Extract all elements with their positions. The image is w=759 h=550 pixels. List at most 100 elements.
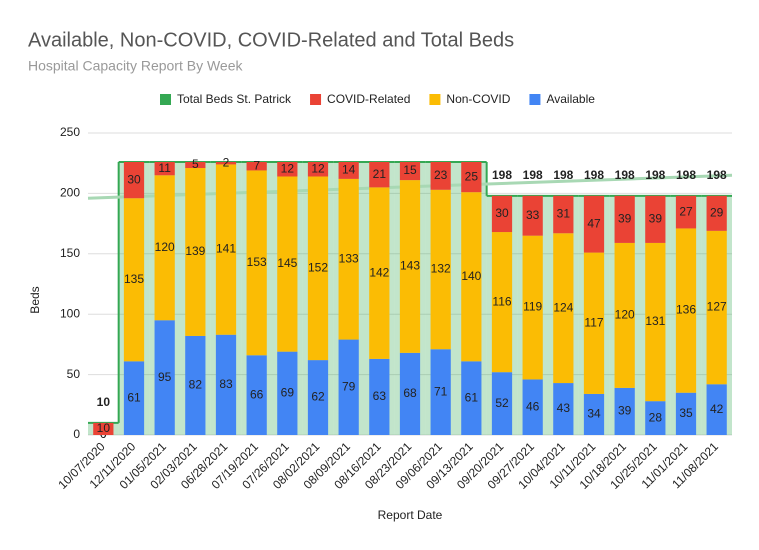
bar-segment xyxy=(369,187,390,359)
data-label: 83 xyxy=(219,377,233,391)
data-label: 15 xyxy=(403,163,417,177)
data-label: 79 xyxy=(342,379,356,393)
data-label: 63 xyxy=(373,389,387,403)
data-label: 10 xyxy=(97,421,111,435)
data-label: 116 xyxy=(492,294,511,308)
bar-segment xyxy=(338,161,359,179)
data-label: 153 xyxy=(247,255,267,269)
bar-segment xyxy=(706,230,727,385)
bar-segment xyxy=(675,195,697,229)
data-label: 11 xyxy=(158,161,171,175)
total-label: 198 xyxy=(584,168,604,182)
bar-segment xyxy=(706,384,727,435)
bar-segment xyxy=(399,180,421,353)
data-label: 139 xyxy=(185,244,205,258)
data-label: 14 xyxy=(342,163,356,177)
bar-segment xyxy=(215,161,237,165)
bar-segment xyxy=(123,361,145,435)
y-tick-label: 50 xyxy=(67,367,81,381)
data-label: 29 xyxy=(710,206,724,220)
bar-segment xyxy=(307,360,329,435)
data-label: 136 xyxy=(676,303,696,317)
data-label: 28 xyxy=(649,410,663,424)
legend-swatch xyxy=(310,94,322,105)
bar-segment xyxy=(154,320,175,435)
bar-segment xyxy=(614,195,635,243)
data-label: 23 xyxy=(434,168,448,182)
total-label: 10 xyxy=(97,395,111,409)
bar-segment xyxy=(645,401,666,435)
bar-segment xyxy=(583,195,605,253)
data-label: 61 xyxy=(465,390,479,404)
bar-segment xyxy=(277,351,298,435)
legend-label: Total Beds St. Patrick xyxy=(177,92,292,106)
bar-segment xyxy=(645,242,666,402)
data-label: 62 xyxy=(311,390,325,404)
x-axis-label: Report Date xyxy=(378,508,443,522)
y-tick-label: 100 xyxy=(60,306,80,320)
total-label: 198 xyxy=(645,168,665,182)
data-label: 95 xyxy=(158,370,172,384)
bar-segment xyxy=(430,161,451,190)
bar-segment xyxy=(123,198,145,362)
data-label: 12 xyxy=(281,161,295,175)
bar-segment xyxy=(154,161,175,176)
bar-segment xyxy=(583,393,605,435)
data-label: 33 xyxy=(526,208,540,222)
data-label: 21 xyxy=(373,167,387,181)
data-label: 31 xyxy=(557,207,571,221)
bar-segment xyxy=(553,233,574,384)
data-label: 61 xyxy=(127,390,141,404)
y-tick-label: 0 xyxy=(73,427,80,441)
data-label: 47 xyxy=(587,216,601,230)
data-label: 30 xyxy=(127,172,141,186)
data-label: 7 xyxy=(253,158,260,172)
data-label: 131 xyxy=(645,314,665,328)
legend-swatch xyxy=(429,94,441,105)
data-label: 69 xyxy=(281,385,295,399)
bar-segment xyxy=(553,195,574,234)
bar-segment xyxy=(369,358,390,435)
data-label: 30 xyxy=(495,206,509,220)
bar-segment xyxy=(338,339,359,435)
chart-title: Available, Non-COVID, COVID-Related and … xyxy=(28,29,514,51)
bar-segment xyxy=(338,178,359,340)
bar-segment xyxy=(215,164,237,335)
bar-segment xyxy=(215,334,237,435)
legend-swatch xyxy=(529,94,541,105)
data-label: 82 xyxy=(189,378,203,392)
data-label: 71 xyxy=(434,384,448,398)
data-label: 120 xyxy=(615,308,635,322)
data-label: 119 xyxy=(523,300,542,314)
data-label: 135 xyxy=(124,272,144,286)
data-label: 46 xyxy=(526,399,540,413)
y-tick-label: 250 xyxy=(60,125,80,139)
data-label: 39 xyxy=(618,404,632,418)
bar-segment xyxy=(246,355,267,435)
bar-segment xyxy=(675,228,697,393)
bar-segment xyxy=(185,168,206,336)
bar-segment xyxy=(614,387,635,435)
bar-segment xyxy=(430,349,451,435)
bar-segment xyxy=(583,252,605,394)
y-tick-label: 200 xyxy=(60,186,80,200)
total-label: 198 xyxy=(553,168,573,182)
data-label: 27 xyxy=(679,204,693,218)
data-label: 43 xyxy=(557,401,571,415)
data-label: 132 xyxy=(431,262,451,276)
data-label: 34 xyxy=(587,407,601,421)
data-label: 127 xyxy=(707,300,727,314)
bar-segment xyxy=(307,176,329,361)
bar-segment xyxy=(399,352,421,435)
data-label: 2 xyxy=(223,155,230,169)
data-label: 68 xyxy=(403,386,417,400)
total-label: 198 xyxy=(615,168,635,182)
total-label: 198 xyxy=(707,168,727,182)
bar-segment xyxy=(491,372,513,435)
bar-segment xyxy=(461,361,482,435)
chart-subtitle: Hospital Capacity Report By Week xyxy=(28,58,243,74)
data-label: 145 xyxy=(277,256,297,270)
data-label: 42 xyxy=(710,402,724,416)
bar-segment xyxy=(369,161,390,188)
